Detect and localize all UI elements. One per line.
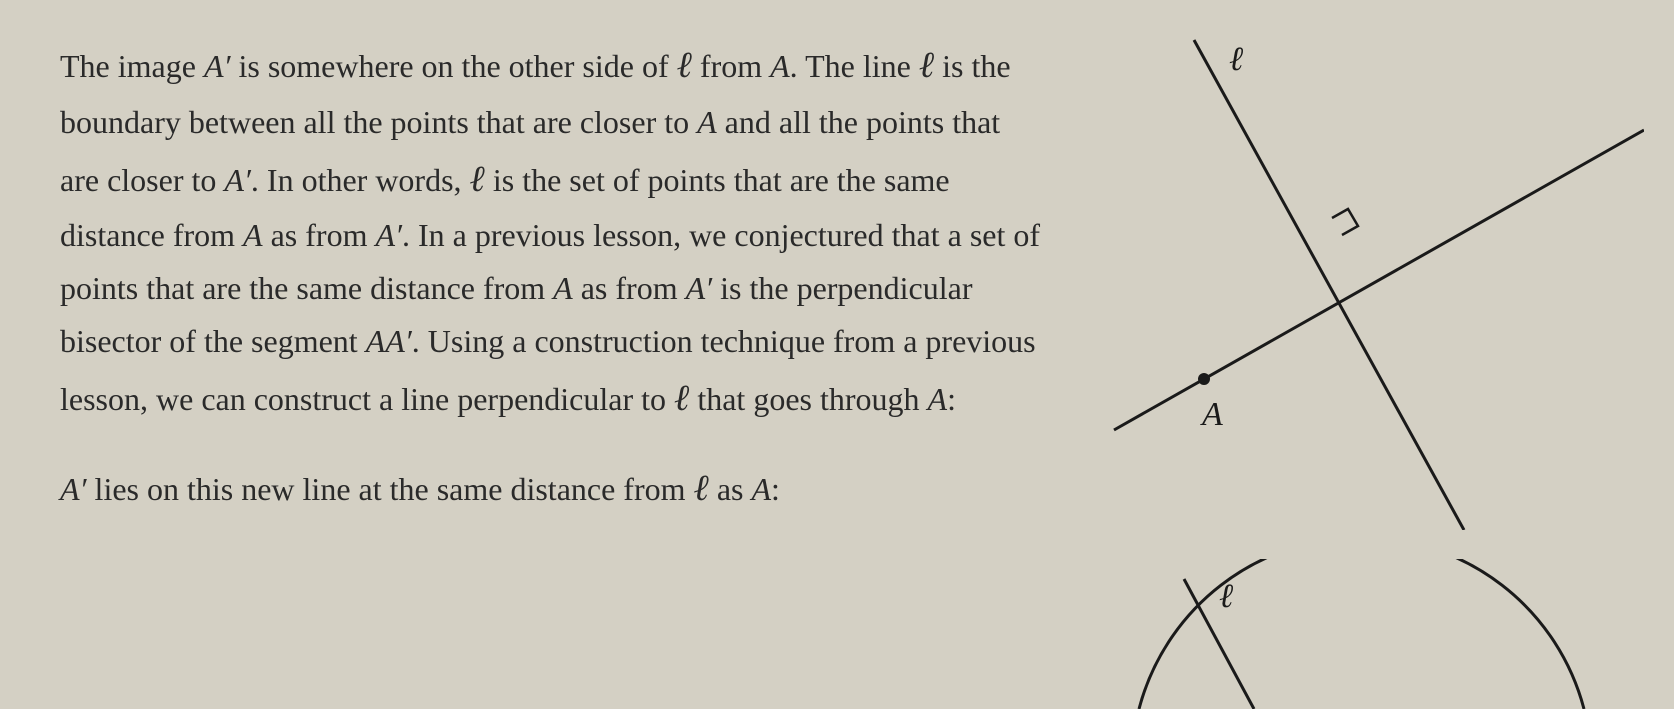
label-l-bottom: ℓ: [1219, 578, 1233, 615]
paragraph-1: The image A′ is somewhere on the other s…: [60, 35, 1044, 428]
math-var: A: [697, 104, 717, 140]
text-segment: :: [947, 381, 956, 417]
label-l: ℓ: [1229, 41, 1243, 78]
math-var: A′: [60, 471, 87, 507]
text-segment: as: [709, 471, 752, 507]
math-var: A: [553, 270, 573, 306]
math-var: ℓ: [677, 44, 692, 85]
paragraph-2: A′ lies on this new line at the same dis…: [60, 458, 1044, 519]
text-column: The image A′ is somewhere on the other s…: [60, 20, 1084, 699]
math-var: A: [928, 381, 948, 417]
text-segment: that goes through: [689, 381, 927, 417]
geometry-diagram-top: ℓ A: [1084, 30, 1644, 530]
line-perpendicular: [1114, 130, 1644, 430]
text-segment: . In other words,: [251, 162, 470, 198]
math-var: A: [751, 471, 771, 507]
text-segment: The image: [60, 48, 204, 84]
math-var: ℓ: [919, 44, 934, 85]
arc-bottom: [1139, 559, 1584, 709]
geometry-diagram-bottom: ℓ: [1084, 559, 1644, 709]
line-l: [1194, 40, 1464, 530]
text-segment: . The line: [790, 48, 919, 84]
math-var: ℓ: [674, 377, 689, 418]
text-segment: from: [692, 48, 770, 84]
math-var: A′: [375, 217, 402, 253]
text-segment: as from: [263, 217, 376, 253]
text-segment: :: [771, 471, 780, 507]
label-a: A: [1200, 396, 1223, 433]
text-segment: is somewhere on the other side of: [230, 48, 676, 84]
math-var: A′: [686, 270, 713, 306]
math-var: A: [770, 48, 790, 84]
text-segment: as from: [573, 270, 686, 306]
math-var: A′: [204, 48, 231, 84]
math-var: ℓ: [694, 467, 709, 508]
math-var: A′: [224, 162, 251, 198]
text-segment: lies on this new line at the same distan…: [87, 471, 694, 507]
point-a: [1198, 373, 1210, 385]
math-var: A: [243, 217, 263, 253]
math-var: ℓ: [470, 158, 485, 199]
right-angle-marker: [1332, 209, 1358, 235]
diagram-column: ℓ A ℓ: [1084, 20, 1644, 699]
math-var: AA′: [366, 323, 412, 359]
